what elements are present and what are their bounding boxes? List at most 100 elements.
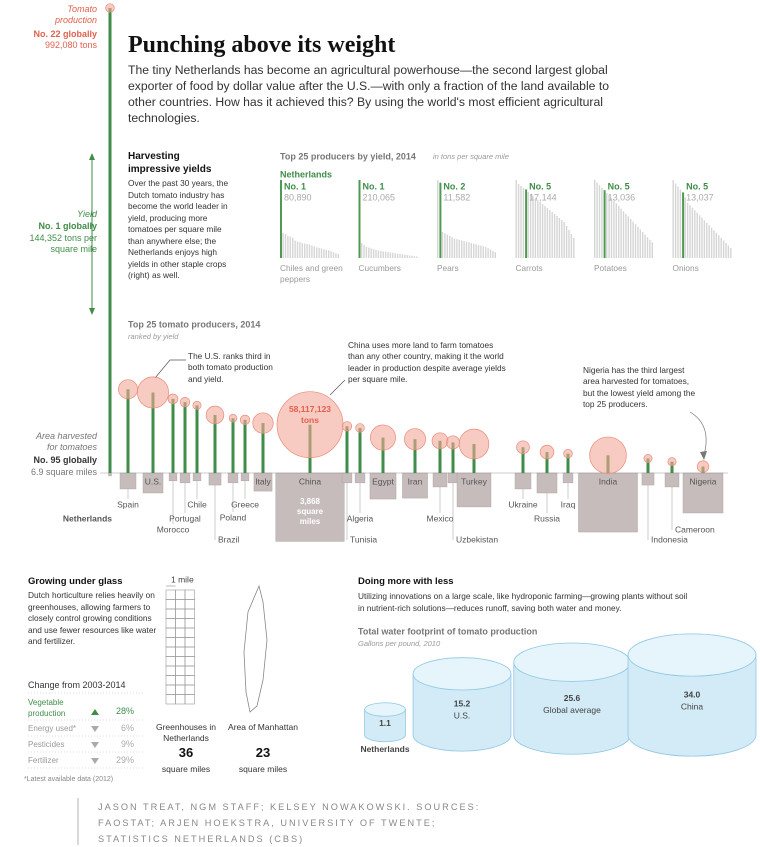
bar bbox=[558, 218, 561, 258]
country-label: Greece bbox=[231, 499, 259, 509]
bar bbox=[722, 240, 725, 258]
bar bbox=[473, 243, 475, 258]
rank-label: No. 1 bbox=[284, 181, 306, 191]
area-unit: square miles bbox=[161, 764, 211, 774]
bar bbox=[437, 180, 439, 258]
production-bubble bbox=[252, 412, 274, 434]
bar bbox=[308, 244, 311, 258]
country-label: Spain bbox=[117, 499, 139, 509]
value-label: 25.6 bbox=[564, 693, 581, 703]
bar bbox=[520, 186, 522, 258]
country-label: Cameroon bbox=[675, 524, 715, 534]
area-unit: square miles bbox=[238, 764, 288, 774]
bar bbox=[639, 229, 641, 258]
category-label: Netherlands bbox=[360, 744, 409, 754]
production-bubble bbox=[239, 414, 251, 425]
cylinder-top bbox=[627, 633, 757, 677]
bar bbox=[404, 254, 406, 258]
bar bbox=[411, 255, 413, 258]
bar bbox=[280, 180, 282, 258]
bar bbox=[458, 239, 460, 258]
country-label: Ukraine bbox=[508, 499, 538, 509]
bar bbox=[525, 189, 528, 258]
bar bbox=[553, 214, 556, 258]
value-label: 15.2 bbox=[454, 699, 471, 709]
area-square bbox=[456, 472, 492, 508]
bar bbox=[335, 253, 337, 258]
bar bbox=[289, 236, 291, 258]
square-mile bbox=[184, 694, 195, 705]
section-body: Dutch horticulture relies heavily on gre… bbox=[28, 590, 157, 646]
panel-name: Cucumbers bbox=[358, 263, 401, 273]
bar bbox=[294, 240, 296, 258]
bar bbox=[594, 180, 596, 258]
scale-label: 1 mile bbox=[171, 574, 194, 584]
bar bbox=[601, 187, 603, 258]
bar bbox=[672, 180, 674, 258]
bar bbox=[696, 212, 698, 258]
cylinder-top bbox=[412, 657, 512, 691]
bar bbox=[568, 230, 570, 258]
production-bubble bbox=[458, 428, 490, 460]
country-label: Iraq bbox=[561, 499, 576, 509]
note-value: 144,352 tons per square mile bbox=[29, 233, 97, 254]
area-square bbox=[402, 472, 428, 499]
bar bbox=[515, 180, 517, 258]
bar bbox=[449, 235, 451, 258]
bar bbox=[375, 249, 377, 258]
bar bbox=[689, 205, 691, 258]
bar bbox=[318, 247, 320, 258]
note-label: Tomato production bbox=[54, 4, 97, 25]
bar bbox=[368, 247, 370, 258]
bar bbox=[401, 254, 404, 258]
production-bubble bbox=[105, 3, 115, 13]
bar bbox=[370, 248, 372, 258]
bar bbox=[603, 190, 606, 258]
bar bbox=[551, 212, 553, 258]
annotation: China uses more land to farm tomatoes th… bbox=[348, 340, 506, 384]
bar bbox=[444, 233, 446, 258]
production-bubble bbox=[167, 393, 179, 405]
bar bbox=[468, 242, 470, 258]
bar bbox=[311, 245, 313, 258]
country-label: India bbox=[599, 476, 618, 486]
production-bubble bbox=[205, 405, 225, 425]
bar bbox=[596, 182, 598, 258]
highlight-label: Netherlands bbox=[280, 169, 332, 179]
bar bbox=[416, 256, 418, 258]
value-label: 13,036 bbox=[608, 192, 636, 202]
bar bbox=[627, 216, 629, 258]
country-label: Poland bbox=[220, 512, 247, 522]
country-label: Uzbekistan bbox=[456, 534, 498, 544]
bar bbox=[377, 250, 380, 258]
bar bbox=[608, 195, 610, 258]
bar bbox=[470, 243, 472, 258]
section-title: Growing under glass bbox=[28, 576, 123, 587]
production-bubble bbox=[589, 436, 627, 474]
bar bbox=[701, 217, 703, 258]
bar bbox=[363, 245, 365, 258]
bar bbox=[296, 241, 299, 258]
bar bbox=[563, 222, 565, 258]
country-label: Italy bbox=[255, 476, 271, 486]
bar bbox=[561, 220, 563, 258]
production-bubble bbox=[404, 428, 426, 451]
bar bbox=[465, 241, 468, 258]
chart-title: Total water footprint of tomato producti… bbox=[358, 626, 537, 636]
bar bbox=[494, 252, 496, 258]
title: Punching above its weight bbox=[128, 32, 396, 58]
bar bbox=[325, 249, 327, 258]
cylinder bbox=[513, 661, 631, 755]
bar bbox=[461, 240, 463, 258]
area-square bbox=[275, 472, 345, 542]
value-label: 17,144 bbox=[529, 192, 557, 202]
production-bubble bbox=[355, 423, 365, 433]
chart-title: Top 25 producers by yield, 2014 bbox=[280, 151, 416, 161]
value-label: 13,037 bbox=[686, 192, 714, 202]
bar bbox=[522, 188, 525, 258]
bar bbox=[682, 192, 685, 258]
callout-leader bbox=[329, 379, 346, 396]
country-label: China bbox=[299, 476, 321, 486]
panel-name: Carrots bbox=[515, 263, 543, 273]
